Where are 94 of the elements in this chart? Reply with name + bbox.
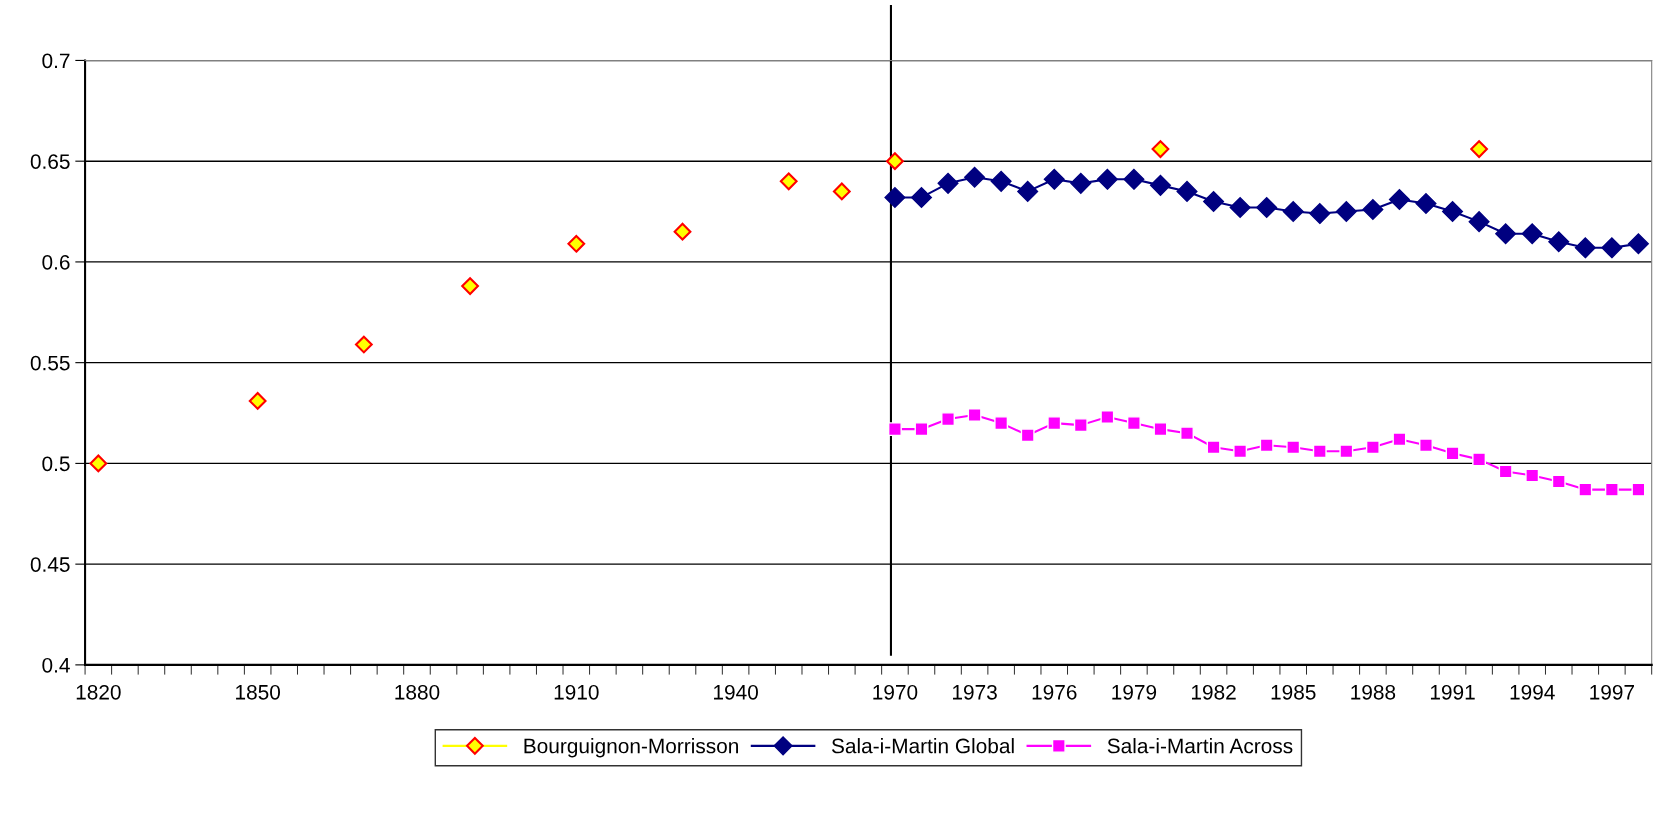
point [1176, 180, 1198, 202]
point [886, 152, 904, 171]
point [1153, 422, 1168, 437]
y-tick-label: 0.65 [30, 154, 70, 169]
point [1339, 444, 1354, 459]
x-tick-label: 1988 [1351, 684, 1396, 700]
x-tick-label: 1979 [1112, 684, 1157, 700]
y-tick-label: 0.5 [42, 456, 70, 472]
point [1203, 190, 1225, 212]
point [1521, 223, 1543, 245]
point [1419, 438, 1433, 453]
point [832, 182, 851, 201]
point [1470, 140, 1488, 158]
point [1335, 201, 1357, 223]
point [1149, 174, 1171, 196]
point [1574, 237, 1596, 259]
x-tick-label: 1910 [554, 684, 599, 700]
point [941, 412, 955, 427]
point [1442, 201, 1464, 223]
point [884, 186, 906, 208]
legend-label: Bourguignon-Morrisson [524, 738, 738, 758]
point [1126, 416, 1141, 431]
point [354, 335, 373, 354]
point [1362, 199, 1384, 221]
point [1043, 168, 1065, 190]
point [1392, 432, 1407, 447]
point [1525, 468, 1540, 483]
point [1604, 482, 1619, 497]
point [1498, 464, 1513, 479]
point [887, 422, 902, 437]
y-tick-label: 0.45 [30, 557, 70, 572]
point [1233, 444, 1248, 459]
point [1309, 203, 1331, 225]
x-tick-label: 1970 [873, 684, 918, 700]
x-tick-label: 1973 [953, 684, 997, 700]
point [1468, 211, 1490, 233]
x-tick-label: 1982 [1191, 684, 1236, 700]
y-tick-label: 0.4 [42, 657, 70, 673]
legend-label: Sala-i-Martin Across [1107, 738, 1293, 754]
point [994, 416, 1009, 431]
point [1627, 233, 1649, 255]
point [1388, 188, 1410, 210]
point [1123, 168, 1145, 190]
point [990, 170, 1012, 192]
x-tick-label: 1994 [1510, 684, 1555, 700]
x-tick-label: 1976 [1032, 684, 1077, 700]
point [1100, 410, 1115, 425]
point [1017, 180, 1039, 202]
point [910, 186, 933, 208]
x-tick-label: 1997 [1590, 684, 1634, 700]
point [1578, 482, 1593, 497]
point [1472, 452, 1487, 467]
point [1256, 197, 1278, 219]
point [1286, 440, 1301, 455]
point [1551, 474, 1566, 489]
point [1282, 201, 1304, 223]
point [1096, 168, 1118, 190]
point [914, 422, 929, 437]
point [1548, 231, 1570, 253]
point [1229, 197, 1251, 219]
point [1631, 482, 1646, 497]
point [964, 166, 986, 188]
x-tick-label: 1991 [1430, 684, 1475, 700]
point [567, 234, 586, 253]
x-tick-label: 1880 [395, 684, 440, 700]
point [779, 172, 798, 191]
point [1365, 440, 1380, 455]
y-tick-label: 0.55 [30, 355, 70, 371]
point [1495, 223, 1517, 245]
y-tick-label: 0.7 [42, 53, 70, 69]
x-tick-label: 1985 [1271, 684, 1316, 700]
point [1206, 440, 1221, 455]
y-tick-label: 0.6 [42, 254, 70, 270]
point [1180, 426, 1194, 441]
point [673, 222, 692, 241]
x-tick-label: 1820 [76, 684, 121, 700]
x-tick-label: 1850 [236, 684, 281, 700]
point [1047, 416, 1062, 431]
point [967, 408, 982, 422]
point [1151, 140, 1170, 158]
point [1312, 444, 1327, 459]
legend-label: Sala-i-Martin Global [831, 738, 1014, 754]
point [89, 454, 108, 473]
point [1073, 418, 1088, 433]
point [1020, 428, 1035, 443]
point [461, 277, 479, 295]
x-tick-label: 1940 [714, 684, 758, 700]
point [1415, 192, 1437, 215]
point [248, 392, 267, 410]
point [1601, 237, 1623, 259]
point [937, 172, 959, 194]
point [1070, 172, 1092, 194]
point [1259, 438, 1274, 453]
point [1445, 446, 1460, 461]
